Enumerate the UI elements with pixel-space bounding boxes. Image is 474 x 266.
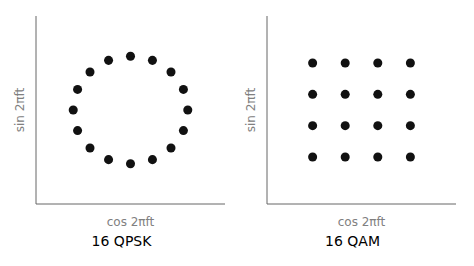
svg-text:sin 2πft: sin 2πft [13,87,27,132]
html-text:16 QPSK: 16 QPSK [91,233,152,249]
svg-text:cos 2πft: cos 2πft [107,215,155,229]
svg-text:sin 2πft: sin 2πft [244,87,258,132]
svg-text:cos 2πft: cos 2πft [338,215,386,229]
html-text:16 QAM: 16 QAM [325,233,380,249]
